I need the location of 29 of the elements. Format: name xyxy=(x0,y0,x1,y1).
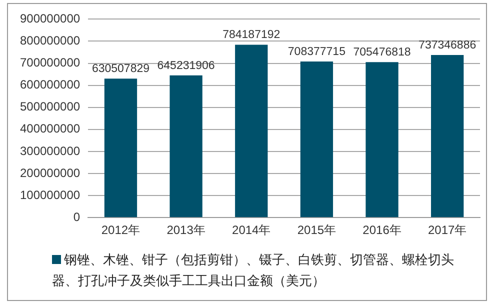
y-tick-label: 200000000 xyxy=(20,166,80,180)
data-label: 705476818 xyxy=(353,46,411,59)
data-label: 645231906 xyxy=(157,60,215,72)
x-tick-label: 2012年 xyxy=(101,223,140,238)
x-tick-label: 2014年 xyxy=(232,223,271,238)
data-label: 630507829 xyxy=(92,63,150,76)
bar xyxy=(170,75,202,218)
y-tick-label: 800000000 xyxy=(20,34,80,48)
data-label: 737346886 xyxy=(418,39,476,52)
y-tick-label: 100000000 xyxy=(20,188,80,202)
y-tick-label: 0 xyxy=(73,210,80,224)
x-tick-label: 2015年 xyxy=(297,223,336,238)
x-tick-label: 2016年 xyxy=(362,223,402,238)
bar xyxy=(366,62,398,218)
x-tick-label: 2017年 xyxy=(428,223,467,238)
bar xyxy=(431,55,464,218)
y-tick-label: 700000000 xyxy=(20,56,80,70)
y-tick-label: 600000000 xyxy=(20,78,80,92)
data-label: 708377715 xyxy=(288,46,346,58)
y-tick-label: 500000000 xyxy=(20,100,80,114)
x-tick-label: 2013年 xyxy=(166,223,206,238)
y-tick-label: 300000000 xyxy=(20,144,80,158)
bar xyxy=(104,78,138,218)
y-tick-label: 900000000 xyxy=(20,12,80,26)
data-label: 784187192 xyxy=(222,29,280,42)
y-tick-label: 400000000 xyxy=(20,122,80,136)
bar xyxy=(235,44,268,218)
bar xyxy=(300,61,334,218)
legend-label: 钢锉、木锉、钳子（包括剪钳）、镊子、白铁剪、切管器、螺栓切头器、打孔冲子及类似手工工具出口金额（美元） xyxy=(52,251,455,290)
